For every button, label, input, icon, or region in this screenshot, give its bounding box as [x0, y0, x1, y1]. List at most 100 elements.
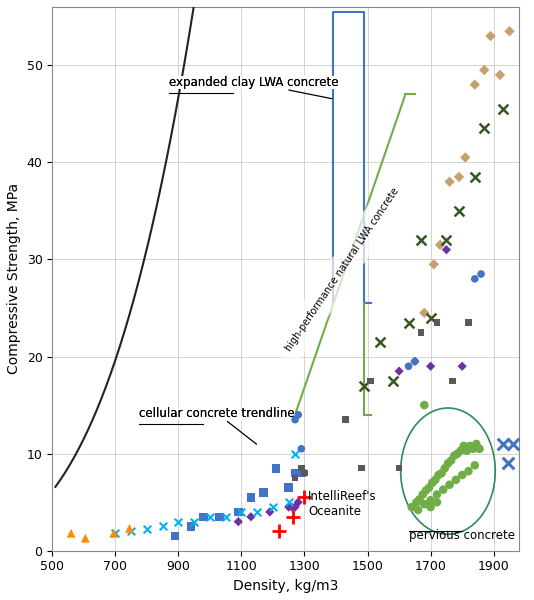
Point [171, 532, 179, 541]
Point [269, 502, 277, 512]
Point [426, 496, 435, 505]
Point [234, 517, 242, 526]
Text: cellular concrete trendline: cellular concrete trendline [139, 407, 295, 419]
Point [297, 468, 305, 478]
Point [222, 512, 230, 521]
Point [404, 318, 413, 328]
Point [290, 468, 299, 478]
Point [412, 497, 421, 507]
Point [290, 473, 299, 483]
Point [452, 475, 460, 485]
Point [475, 444, 484, 454]
Point [411, 356, 419, 366]
Point [477, 269, 485, 279]
Point [455, 206, 464, 215]
Point [458, 361, 466, 371]
Point [472, 439, 481, 449]
Point [109, 529, 118, 538]
Point [470, 274, 479, 284]
Point [285, 502, 293, 512]
Point [389, 376, 397, 386]
Point [417, 235, 426, 245]
Point [417, 328, 426, 337]
Point [125, 524, 134, 533]
Point [272, 463, 280, 473]
Point [447, 455, 456, 465]
Point [289, 512, 298, 521]
Point [376, 337, 384, 347]
Point [439, 485, 447, 494]
Point [433, 490, 441, 499]
Point [470, 461, 479, 470]
Point [442, 235, 451, 245]
Point [174, 517, 183, 526]
Point [190, 517, 199, 526]
Point [285, 497, 293, 507]
Point [453, 449, 462, 458]
Point [300, 493, 309, 502]
Point [395, 367, 403, 376]
Point [480, 124, 489, 133]
Text: expanded clay LWA concrete: expanded clay LWA concrete [169, 76, 339, 89]
Point [143, 524, 151, 534]
X-axis label: Density, kg/m3: Density, kg/m3 [233, 579, 338, 593]
Point [187, 521, 195, 531]
Text: pervious concrete: pervious concrete [409, 529, 515, 542]
Point [449, 376, 457, 386]
Point [67, 529, 75, 538]
Point [407, 502, 416, 512]
Point [341, 415, 350, 424]
Point [425, 483, 433, 493]
Point [414, 505, 422, 515]
Point [411, 356, 419, 366]
Point [470, 172, 479, 182]
Point [247, 493, 255, 502]
Point [300, 468, 309, 478]
Point [442, 245, 451, 254]
Point [499, 439, 507, 449]
Point [294, 410, 302, 419]
Point [429, 259, 438, 269]
Point [445, 480, 454, 490]
Point [457, 446, 465, 455]
Text: expanded clay LWA concrete: expanded clay LWA concrete [169, 76, 339, 98]
Point [253, 507, 262, 517]
Point [420, 499, 429, 509]
Point [445, 177, 454, 187]
Point [462, 446, 471, 455]
Point [234, 507, 242, 517]
Point [437, 468, 446, 478]
Point [444, 458, 452, 468]
Point [247, 512, 255, 521]
Point [426, 361, 435, 371]
Point [81, 533, 90, 543]
Point [127, 527, 135, 536]
Point [366, 376, 375, 386]
Point [426, 313, 435, 323]
Point [422, 486, 430, 496]
Point [199, 512, 208, 521]
Point [215, 512, 224, 521]
Point [158, 521, 167, 531]
Point [431, 475, 439, 485]
Point [469, 444, 477, 454]
Point [395, 463, 403, 473]
Point [464, 318, 473, 328]
Point [360, 381, 368, 391]
Point [461, 152, 469, 162]
Point [455, 172, 464, 182]
Point [357, 463, 366, 473]
Point [434, 470, 443, 480]
Point [275, 527, 284, 536]
Point [508, 439, 517, 449]
Point [499, 104, 507, 114]
Point [505, 26, 514, 36]
Point [428, 478, 436, 488]
Point [285, 483, 293, 493]
Point [290, 415, 299, 424]
Point [433, 318, 441, 328]
Point [420, 308, 429, 317]
Point [470, 80, 479, 89]
Point [426, 502, 435, 512]
Point [265, 507, 274, 517]
